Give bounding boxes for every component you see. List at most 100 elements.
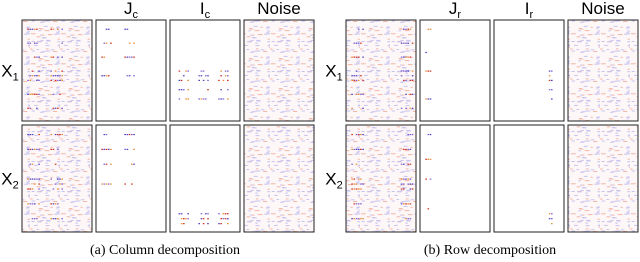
- texture-dash: [222, 213, 225, 215]
- texture-dash: [36, 218, 38, 220]
- panel: [419, 19, 491, 122]
- texture-dash: [52, 107, 55, 109]
- texture-dash: [187, 89, 189, 91]
- texture-dash: [403, 70, 405, 72]
- panel: [243, 19, 315, 122]
- texture-dash: [200, 75, 203, 77]
- label-sub: r: [530, 9, 534, 21]
- texture-dash: [33, 203, 36, 205]
- texture-dash: [411, 133, 414, 136]
- texture-dash: [50, 218, 52, 220]
- texture-dash: [133, 148, 135, 150]
- texture-dash: [351, 56, 353, 58]
- texture-dash: [105, 183, 108, 185]
- texture-dash: [224, 75, 227, 77]
- texture-dash: [351, 188, 353, 190]
- texture-dash: [126, 28, 129, 30]
- texture-dash: [411, 93, 414, 95]
- texture-dash: [52, 203, 55, 205]
- texture-dash: [551, 218, 553, 220]
- texture-dash: [128, 56, 131, 58]
- texture-dash: [357, 148, 360, 150]
- texture-dash: [351, 148, 353, 150]
- texture-dash: [360, 75, 362, 77]
- texture-dash: [411, 75, 414, 77]
- texture-dash: [31, 188, 34, 190]
- texture-dash: [551, 223, 553, 225]
- texture-dash: [202, 98, 205, 100]
- texture-dash: [31, 203, 34, 205]
- label: Jr: [449, 0, 462, 21]
- texture-dash: [38, 148, 40, 150]
- texture-dash: [27, 107, 29, 109]
- label-base: J: [449, 0, 458, 18]
- texture-dash: [105, 133, 108, 136]
- texture-dash: [222, 218, 225, 220]
- texture-dash: [353, 42, 356, 44]
- texture-dash: [27, 203, 29, 205]
- panel: [493, 19, 565, 122]
- texture-dash: [59, 183, 61, 185]
- texture-dash: [429, 28, 432, 30]
- texture-dash: [411, 42, 414, 44]
- texture-dash: [31, 163, 34, 165]
- texture-dash: [178, 89, 181, 91]
- texture-dash: [187, 98, 189, 100]
- texture-dash: [33, 218, 36, 220]
- texture-dash: [29, 163, 32, 165]
- texture-dash: [220, 89, 222, 91]
- texture-dash: [405, 218, 407, 220]
- texture-dash: [548, 70, 551, 72]
- texture-dash: [357, 79, 360, 81]
- texture-dash: [198, 98, 200, 100]
- texture-dash: [33, 28, 36, 30]
- texture-dash: [351, 75, 353, 77]
- texture-dash: [207, 223, 209, 225]
- texture-dash: [425, 158, 427, 160]
- texture-dash: [50, 79, 52, 81]
- texture-dash: [405, 148, 407, 150]
- label-sub: c: [133, 9, 139, 21]
- texture-dash: [185, 98, 187, 100]
- texture-dash: [27, 188, 29, 190]
- texture-dash: [220, 223, 222, 225]
- texture-dash: [429, 178, 432, 180]
- texture-dash: [29, 79, 32, 81]
- texture-dash: [57, 188, 59, 190]
- texture-dash: [220, 218, 222, 220]
- texture-dash: [400, 56, 403, 58]
- texture-dash: [103, 148, 106, 150]
- texture-dash: [52, 188, 55, 190]
- texture-dash: [38, 203, 40, 205]
- texture-dash: [227, 70, 229, 72]
- texture-dash: [227, 75, 229, 77]
- texture-dash: [31, 133, 34, 136]
- texture-dash: [218, 213, 220, 215]
- texture-dash: [38, 163, 40, 165]
- texture-dash: [400, 178, 403, 180]
- texture-dash: [351, 79, 353, 81]
- texture-dash: [411, 79, 414, 81]
- texture-dash: [429, 158, 432, 160]
- texture-dash: [50, 56, 52, 58]
- texture-dash: [31, 178, 34, 180]
- texture-dash: [101, 56, 103, 58]
- label-base: I: [525, 0, 530, 18]
- texture-dash: [61, 56, 63, 58]
- texture-dash: [107, 148, 110, 150]
- texture-dash: [31, 70, 34, 72]
- texture-dash: [407, 163, 409, 165]
- label-sub: r: [457, 9, 461, 21]
- texture-dash: [105, 42, 108, 44]
- texture-dash: [50, 203, 52, 205]
- texture-dash: [403, 42, 405, 44]
- texture-dash: [362, 93, 364, 95]
- texture-dash: [38, 79, 40, 81]
- texture-dash: [59, 79, 61, 81]
- texture-dash: [205, 75, 207, 77]
- texture-dash: [227, 79, 229, 81]
- label-sub: 2: [13, 180, 19, 192]
- texture-dash: [353, 203, 356, 205]
- panel: [95, 19, 167, 122]
- texture-dash: [110, 183, 112, 185]
